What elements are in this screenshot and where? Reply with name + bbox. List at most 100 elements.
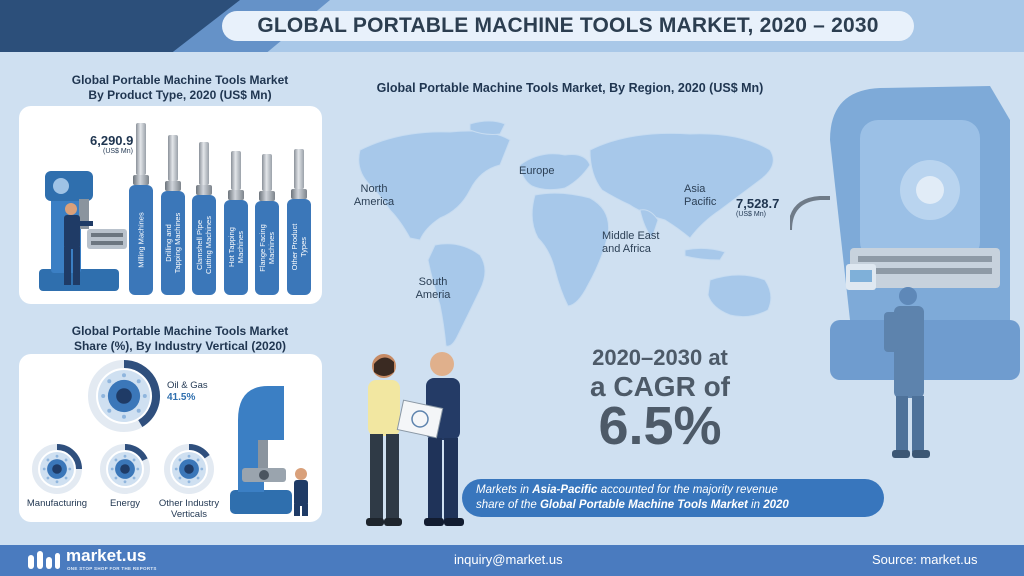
- product-bar-label: Clamshell Pipe Cutting Machines: [195, 215, 213, 274]
- milling-machine-illustration: [790, 86, 1020, 458]
- donut-bolt: [123, 454, 127, 458]
- donut-bolt: [174, 467, 178, 471]
- donut-bolt: [136, 379, 141, 384]
- product-title-line1: Global Portable Machine Tools Market: [71, 73, 289, 87]
- donut-bolt: [178, 458, 182, 462]
- product-bar-label: Milling Machines: [136, 212, 146, 268]
- product-bar: Flange Facing Machines: [255, 201, 279, 295]
- product-bar-collar: [133, 175, 149, 185]
- donut-slice: [123, 360, 160, 427]
- product-bar-pipe: [136, 123, 146, 175]
- industry-donut: [164, 444, 214, 494]
- cagr-line2: a CAGR of: [590, 371, 730, 402]
- donut-bolt: [110, 467, 114, 471]
- donut-bolt: [187, 454, 191, 458]
- product-bar: Clamshell Pipe Cutting Machines: [192, 194, 216, 295]
- market-us-logo-icon: [28, 551, 60, 569]
- cagr-line1: 2020–2030 at: [592, 345, 728, 370]
- product-top-unit: (US$ Mn): [103, 148, 133, 155]
- product-bar-collar: [259, 191, 275, 202]
- industry-donut: [32, 444, 82, 494]
- apac-line1: Asia: [684, 183, 706, 195]
- industry-title-line2: Share (%), By Industry Vertical (2020): [73, 339, 287, 353]
- callout-text-1: Markets in: [476, 484, 533, 496]
- apac-unit: (US$ Mn): [736, 211, 766, 218]
- product-bar: Drilling and Tapping Machines: [160, 191, 185, 295]
- mea-line2: and Africa: [602, 243, 651, 255]
- donut-bolt: [68, 467, 72, 471]
- donut-bolt: [114, 458, 118, 462]
- product-bar-collar: [290, 188, 307, 199]
- product-top-value: 6,290.9: [90, 133, 134, 148]
- product-bar: Other Product Types: [286, 198, 311, 295]
- footer-logo[interactable]: market.us: [66, 546, 147, 565]
- world-map: [358, 120, 774, 347]
- footer-source: Source: market.us: [872, 552, 978, 567]
- product-bar-pipe: [230, 151, 241, 190]
- donut-bolt: [123, 480, 127, 484]
- north-america-line2: America: [353, 196, 395, 208]
- industry-donut: [88, 360, 160, 432]
- product-bar: Hot Tapping Machines: [223, 199, 248, 295]
- donut-bolt: [178, 476, 182, 480]
- donut-bolt: [196, 458, 200, 462]
- region-label-europe: Europe: [519, 165, 555, 177]
- donut-slice: [188, 444, 210, 459]
- industry-section-title: Global Portable Machine Tools Market Sha…: [30, 324, 330, 354]
- donut-label: Verticals: [171, 509, 207, 520]
- apac-value: 7,528.7: [736, 196, 780, 211]
- donut-slice: [124, 444, 148, 462]
- product-bar-pipe: [167, 135, 178, 182]
- donut-bolt: [132, 458, 136, 462]
- callout-region: Asia-Pacific: [532, 484, 598, 496]
- callout-text-4: in: [747, 499, 764, 511]
- donut-bolt: [122, 414, 126, 419]
- product-bar-collar: [164, 181, 181, 192]
- donut-hub: [184, 464, 194, 474]
- callout-year: 2020: [763, 499, 789, 511]
- region-label-north-america: North America: [351, 183, 397, 209]
- product-bar-pipe: [262, 154, 272, 192]
- mea-line1: Middle East: [602, 230, 660, 242]
- product-bar-label: Flange Facing Machines: [258, 224, 276, 272]
- industry-donut: [100, 444, 150, 494]
- donut-bolt: [142, 394, 147, 398]
- south-america-line1: South: [418, 276, 448, 288]
- donut-bolt: [64, 458, 68, 462]
- product-bar-pipe: [293, 148, 304, 189]
- donut-slice: [56, 444, 82, 470]
- donut-bolt: [136, 467, 140, 471]
- donut-bolt: [55, 480, 59, 484]
- product-bar-collar: [196, 184, 212, 195]
- region-label-south-america: South Ameria: [413, 276, 453, 302]
- product-bar-label: Other Product Types: [289, 223, 308, 271]
- lathe-illustration: [230, 386, 308, 516]
- industry-title-line1: Global Portable Machine Tools Market: [71, 324, 289, 338]
- donut-bolt: [46, 458, 50, 462]
- page-title: GLOBAL PORTABLE MACHINE TOOLS MARKET, 20…: [222, 11, 914, 41]
- donut-bolt: [200, 467, 204, 471]
- product-title-line2: By Product Type, 2020 (US$ Mn): [88, 88, 272, 102]
- callout-market: Global Portable Machine Tools Market: [539, 499, 748, 511]
- region-section-title: Global Portable Machine Tools Market, By…: [376, 81, 764, 95]
- region-label-mea: Middle East and Africa: [602, 230, 659, 256]
- donut-hub: [116, 388, 132, 404]
- donut-bolt: [64, 476, 68, 480]
- callout-text-3: share of the: [476, 499, 540, 511]
- donut-bolt: [196, 476, 200, 480]
- footer-email[interactable]: inquiry@market.us: [454, 552, 563, 567]
- donut-label: Other Industry: [159, 498, 219, 509]
- donut-bolt: [114, 476, 118, 480]
- donut-bolt: [122, 373, 126, 378]
- business-people-illustration: [366, 352, 464, 526]
- product-bar-label: Drilling and Tapping Machines: [163, 212, 182, 274]
- product-bar: Milling Machines: [129, 185, 153, 295]
- south-america-line2: Ameria: [415, 289, 451, 301]
- donut-hub: [52, 464, 62, 474]
- donut-label: Energy: [110, 498, 140, 509]
- donut-bolt: [46, 476, 50, 480]
- donut-bolt: [55, 454, 59, 458]
- industry-panel: Oil & Gas 41.5% Manufacturing Energy Other I…: [19, 354, 322, 522]
- drill-press-illustration: [39, 171, 127, 291]
